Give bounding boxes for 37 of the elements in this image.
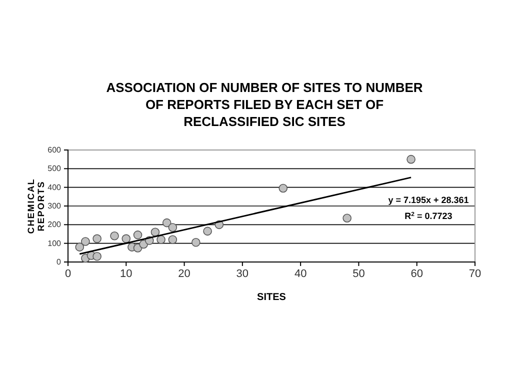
y-tick-label: 200 <box>48 220 62 230</box>
y-tick-label: 100 <box>48 238 62 248</box>
y-tick-label: 600 <box>48 146 62 155</box>
point <box>278 184 288 193</box>
point <box>92 234 102 244</box>
x-tick-label: 20 <box>178 268 190 280</box>
point <box>156 235 166 244</box>
x-axis-title: SITES <box>257 292 286 303</box>
y-tick-label: 400 <box>48 182 62 192</box>
point <box>75 242 84 252</box>
x-tick-label: 60 <box>410 268 423 280</box>
x-tick-label: 40 <box>294 268 307 280</box>
annotation: y = 7.195x + 28.361 <box>388 195 469 206</box>
y-tick-label: 500 <box>48 164 62 174</box>
point <box>162 218 172 228</box>
x-tick-label: 10 <box>120 268 132 280</box>
point <box>133 230 142 240</box>
point <box>168 223 178 232</box>
x-tick-label: 50 <box>352 268 365 280</box>
x-tick-label: 0 <box>64 268 72 280</box>
point <box>192 238 200 247</box>
point <box>110 231 119 240</box>
y-tick-label: 300 <box>48 202 62 211</box>
point <box>406 154 416 164</box>
point <box>150 228 160 237</box>
point <box>122 234 131 244</box>
point <box>81 237 90 246</box>
point <box>203 226 212 236</box>
chart-title: ASSOCIATION OF NUMBER OF SITES TO NUMBER OF REPORTS FILED BY EACH SET OF RECLASSIFIED SIC SITES <box>106 80 424 129</box>
point <box>168 235 178 244</box>
x-tick-label: 70 <box>468 268 482 280</box>
annotation: R$^{2}$ = 0.7723 <box>404 211 452 222</box>
point <box>92 252 102 261</box>
y-tick-label: 0 <box>56 258 62 267</box>
y-axis-title: CHEMICAL REPORTS <box>26 178 46 234</box>
x-tick-label: 30 <box>236 268 249 280</box>
point <box>342 214 352 223</box>
